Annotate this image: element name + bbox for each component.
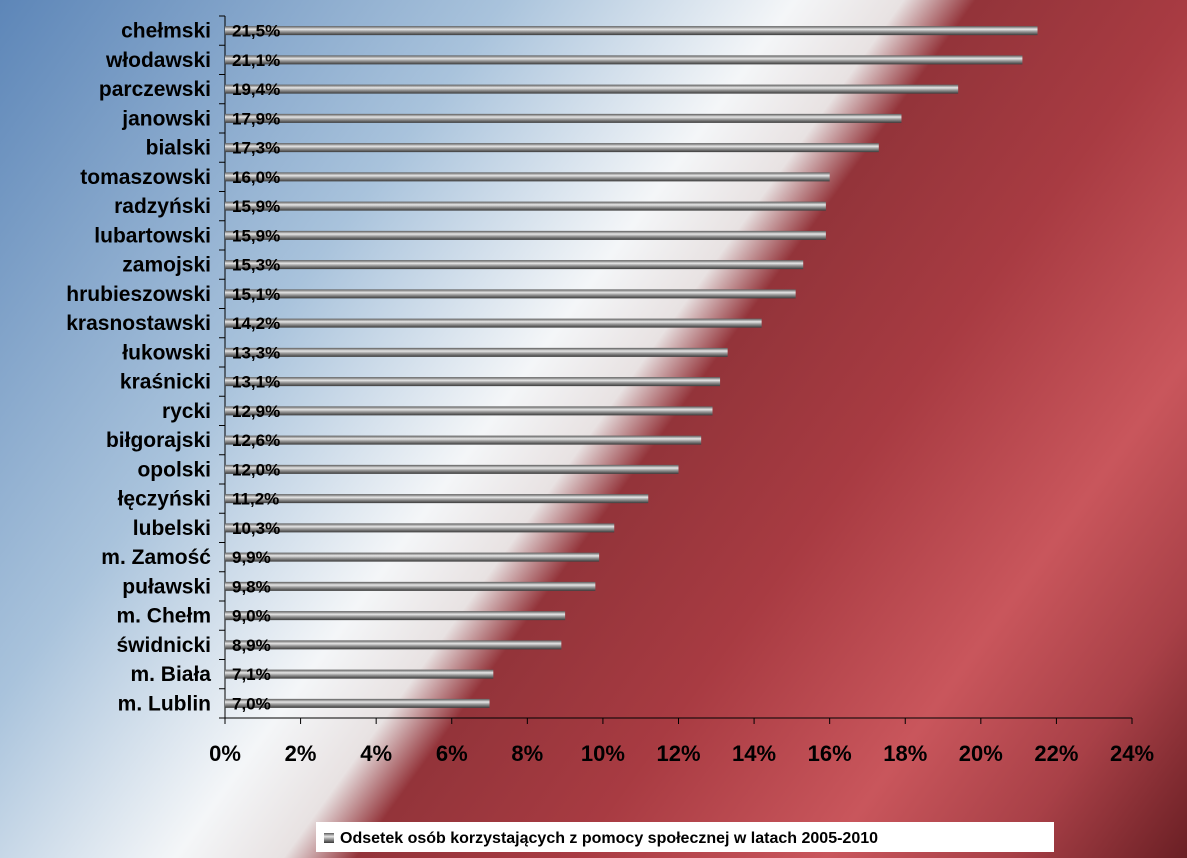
category-label: łukowski (122, 341, 211, 364)
data-label: 12,9% (232, 402, 280, 421)
x-tick-label: 0% (209, 741, 241, 766)
bar (225, 669, 494, 679)
x-tick-label: 8% (511, 741, 543, 766)
data-label: 15,9% (232, 226, 280, 245)
legend: Odsetek osób korzystających z pomocy spo… (316, 822, 1054, 852)
category-label: parczewski (99, 78, 211, 101)
data-label: 17,3% (232, 139, 280, 158)
x-tick-labels: 0% 2% 4% 6% 8% 10% 12% 14% 16% 18% 20% 22% 24% (209, 741, 1154, 766)
data-label: 14,2% (232, 314, 280, 333)
x-tick-label: 24% (1110, 741, 1154, 766)
data-label: 21,5% (232, 22, 280, 41)
category-label: bialski (146, 137, 211, 160)
x-tick-label: 12% (656, 741, 700, 766)
category-labels: chełmski włodawski parczewski janowski bials… (66, 20, 211, 716)
bar (225, 581, 596, 591)
data-label: 17,9% (232, 109, 280, 128)
legend-swatch (324, 833, 334, 843)
category-label: rycki (162, 400, 211, 423)
data-label: 15,3% (232, 256, 280, 275)
data-label: 19,4% (232, 80, 280, 99)
data-label: 13,3% (232, 343, 280, 362)
axes (219, 15, 1133, 724)
bar (225, 172, 830, 182)
data-label: 7,1% (232, 665, 271, 684)
bar (225, 143, 879, 153)
bar (225, 230, 826, 240)
x-tick-label: 10% (581, 741, 625, 766)
bar (225, 55, 1023, 65)
x-tick-label: 4% (360, 741, 392, 766)
bar (225, 201, 826, 211)
data-label: 13,1% (232, 373, 280, 392)
bar (225, 464, 679, 474)
bar (225, 318, 762, 328)
data-label: 10,3% (232, 519, 280, 538)
bar (225, 406, 713, 416)
data-label: 9,8% (232, 577, 271, 596)
category-label: puławski (122, 575, 211, 598)
data-label: 15,1% (232, 285, 280, 304)
bar (225, 347, 728, 357)
category-label: chełmski (121, 20, 211, 43)
x-tick-label: 2% (285, 741, 317, 766)
bar (225, 289, 796, 299)
category-label: włodawski (105, 49, 211, 72)
bar (225, 523, 615, 533)
data-label: 7,0% (232, 694, 271, 713)
data-labels: 21,5% 21,1% 19,4% 17,9% 17,3% 16,0% 15,9% 15,9%… (232, 22, 280, 714)
x-tick-label: 20% (959, 741, 1003, 766)
category-label: m. Lublin (118, 692, 211, 715)
bar (225, 640, 562, 650)
category-label: kraśnicki (120, 371, 211, 394)
data-label: 15,9% (232, 197, 280, 216)
bar (225, 260, 804, 270)
category-label: m. Biała (130, 663, 211, 686)
data-label: 21,1% (232, 51, 280, 70)
x-tick-label: 6% (436, 741, 468, 766)
category-label: lubelski (133, 517, 211, 540)
x-tick-label: 22% (1034, 741, 1078, 766)
category-label: janowski (121, 107, 211, 130)
x-tick-label: 18% (883, 741, 927, 766)
category-label: radzyński (114, 195, 211, 218)
bar (225, 113, 902, 123)
category-label: krasnostawski (66, 312, 211, 335)
data-label: 16,0% (232, 168, 280, 187)
data-label: 8,9% (232, 636, 271, 655)
category-label: lubartowski (94, 224, 211, 247)
category-label: tomaszowski (80, 166, 211, 189)
data-label: 11,2% (232, 490, 279, 509)
x-tick-label: 14% (732, 741, 776, 766)
data-label: 9,9% (232, 548, 271, 567)
category-label: opolski (137, 458, 211, 481)
data-label: 9,0% (232, 607, 271, 626)
bar (225, 494, 649, 504)
legend-box (316, 822, 1054, 852)
category-label: m. Chełm (116, 605, 211, 628)
category-label: m. Zamość (101, 546, 211, 569)
bar (225, 377, 721, 387)
category-label: biłgorajski (106, 429, 211, 452)
category-label: świdnicki (116, 634, 211, 657)
bar (225, 26, 1038, 36)
bar (225, 611, 566, 621)
data-label: 12,6% (232, 431, 280, 450)
x-tick-label: 16% (808, 741, 852, 766)
category-label: łęczyński (118, 488, 211, 511)
legend-entry: Odsetek osób korzystających z pomocy spo… (340, 830, 878, 847)
data-label: 12,0% (232, 460, 280, 479)
bar (225, 698, 490, 708)
bar (225, 435, 702, 445)
category-label: hrubieszowski (66, 283, 211, 306)
bar (225, 552, 600, 562)
category-label: zamojski (122, 254, 211, 277)
bars (225, 26, 1038, 708)
bar (225, 84, 959, 94)
